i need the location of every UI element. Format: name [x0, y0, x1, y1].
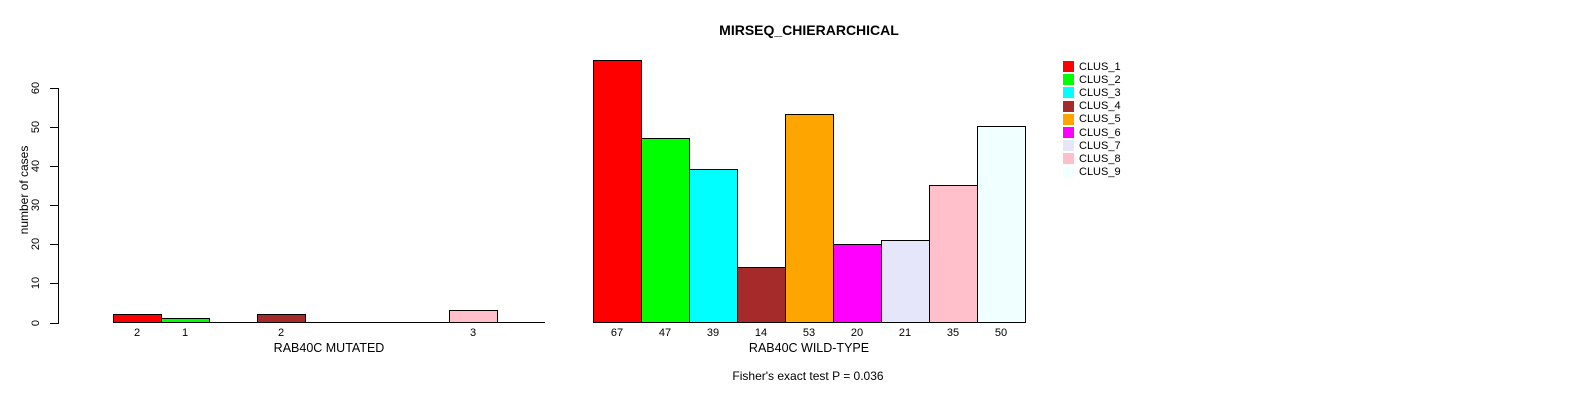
- fisher-test-footnote: Fisher's exact test P = 0.036: [732, 369, 884, 383]
- bar-value-label: 14: [754, 327, 768, 339]
- legend-label: CLUS_3: [1079, 86, 1121, 99]
- chart-title: MIRSEQ_CHIERARCHICAL: [719, 22, 899, 38]
- bar-value-label: 21: [898, 327, 912, 339]
- bar-clus_2-rab40c-wild-type: [641, 138, 690, 323]
- legend-item-clus_4: CLUS_4: [1063, 100, 1121, 113]
- legend-item-clus_3: CLUS_3: [1063, 86, 1121, 99]
- bar-clus_7-rab40c-wild-type: [881, 240, 930, 323]
- bar-clus_6-rab40c-wild-type: [833, 244, 882, 323]
- bar-value-label: 67: [610, 327, 624, 339]
- legend-swatch-icon: [1063, 87, 1074, 99]
- y-axis-tick: [50, 244, 58, 246]
- y-axis-tick-label: 50: [30, 120, 42, 133]
- bar-clus_1-rab40c-mutated: [113, 314, 162, 323]
- y-axis-tick: [50, 87, 58, 89]
- y-axis-tick: [50, 322, 58, 324]
- bar-value-label: 2: [277, 327, 285, 339]
- bar-clus_1-rab40c-wild-type: [593, 60, 642, 323]
- legend-label: CLUS_2: [1079, 73, 1121, 86]
- legend-label: CLUS_4: [1079, 100, 1121, 113]
- y-axis-tick-label: 20: [30, 238, 42, 251]
- legend-swatch-icon: [1063, 61, 1074, 73]
- legend-swatch-icon: [1063, 100, 1074, 112]
- legend-swatch-icon: [1063, 153, 1074, 165]
- y-axis-line: [58, 87, 59, 324]
- legend-label: CLUS_9: [1079, 166, 1121, 179]
- y-axis-tick: [50, 205, 58, 206]
- legend-label: CLUS_1: [1079, 60, 1121, 73]
- bar-value-label: 3: [469, 327, 477, 339]
- legend-item-clus_6: CLUS_6: [1063, 126, 1121, 139]
- legend-item-clus_1: CLUS_1: [1063, 60, 1121, 73]
- bar-clus_8-rab40c-mutated: [449, 310, 498, 323]
- bar-clus_2-rab40c-mutated: [161, 318, 210, 323]
- x-axis-baseline-rab40c-mutated: [113, 322, 545, 323]
- legend-item-clus_2: CLUS_2: [1063, 73, 1121, 86]
- bar-value-label: 1: [181, 327, 189, 339]
- legend-label: CLUS_5: [1079, 113, 1121, 126]
- bar-value-label: 20: [850, 327, 864, 339]
- bar-value-label: 39: [706, 327, 720, 339]
- bar-clus_3-rab40c-wild-type: [689, 169, 738, 323]
- y-axis-tick: [50, 165, 58, 167]
- bar-value-label: 47: [658, 327, 672, 339]
- y-axis-tick: [50, 126, 58, 128]
- y-axis-title: number of cases: [17, 145, 31, 235]
- legend-swatch-icon: [1063, 74, 1074, 86]
- bar-value-label: 35: [946, 327, 960, 339]
- legend-item-clus_5: CLUS_5: [1063, 113, 1121, 126]
- bar-clus_5-rab40c-wild-type: [785, 114, 834, 323]
- bar-clus_8-rab40c-wild-type: [929, 185, 978, 323]
- bar-value-label: 2: [133, 327, 141, 339]
- legend-item-clus_7: CLUS_7: [1063, 139, 1121, 152]
- legend-label: CLUS_7: [1079, 139, 1121, 152]
- x-axis-title-rab40c-wild-type: RAB40C WILD-TYPE: [748, 341, 870, 355]
- bar-clus_4-rab40c-mutated: [257, 314, 306, 323]
- y-axis-tick-label: 30: [30, 198, 42, 212]
- legend-swatch-icon: [1063, 127, 1074, 139]
- bar-value-label: 53: [802, 327, 816, 339]
- x-axis-title-rab40c-mutated: RAB40C MUTATED: [273, 341, 385, 355]
- legend-swatch-icon: [1063, 113, 1074, 125]
- legend-item-clus_8: CLUS_8: [1063, 152, 1121, 165]
- y-axis-tick-label: 60: [30, 81, 42, 94]
- y-axis-tick-label: 10: [30, 277, 42, 290]
- y-axis-tick: [50, 283, 58, 285]
- legend-label: CLUS_6: [1079, 126, 1121, 139]
- legend-label: CLUS_8: [1079, 152, 1121, 165]
- bar-clus_9-rab40c-wild-type: [977, 126, 1026, 323]
- bar-clus_4-rab40c-wild-type: [737, 267, 786, 323]
- y-axis-tick-label: 40: [30, 159, 42, 172]
- legend-swatch-icon: [1063, 166, 1074, 178]
- bar-value-label: 50: [994, 327, 1008, 339]
- legend-swatch-icon: [1063, 140, 1074, 152]
- y-axis-tick-label: 0: [30, 319, 42, 326]
- legend-item-clus_9: CLUS_9: [1063, 166, 1121, 179]
- legend: CLUS_1 CLUS_2 CLUS_3 CLUS_4 CLUS_5 CLUS_6 CLUS…: [1063, 60, 1121, 179]
